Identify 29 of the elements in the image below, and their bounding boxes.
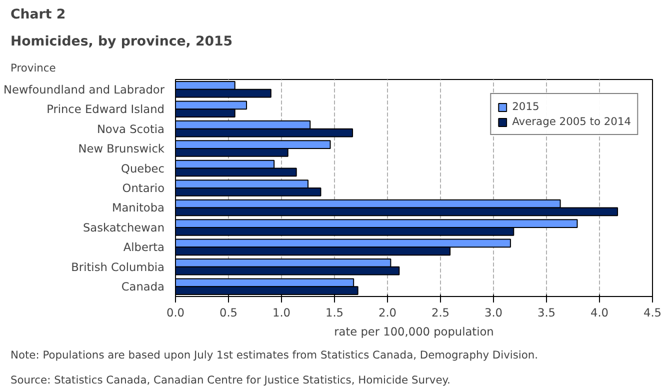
y-axis-title: Province (10, 62, 56, 74)
y-tick-label: Quebec (121, 161, 165, 176)
x-tick-label: 2.0 (378, 306, 397, 320)
x-tick-label: 0.0 (166, 306, 185, 320)
y-tick-label: British Columbia (71, 260, 165, 274)
y-tick-label: Newfoundland and Labrador (4, 82, 165, 96)
y-tick-label: Nova Scotia (96, 122, 165, 136)
x-tick-label: 1.5 (325, 306, 344, 320)
source-note: Source: Statistics Canada, Canadian Centre for Justice Statistics, Homicide Survey. (10, 374, 450, 386)
x-tick-label: 0.5 (219, 306, 238, 320)
text: Chart 2 (10, 8, 66, 22)
x-axis-title: rate per 100,000 population (334, 324, 494, 338)
y-tick-label: Manitoba (112, 200, 165, 215)
legend-label: 2015 (512, 100, 540, 113)
y-tick-label: New Brunswick (78, 142, 165, 156)
y-tick-label: Alberta (123, 240, 165, 254)
text: Note: Populations are based upon July 1st estimates from Statistics Canada, Demography Division. (10, 348, 538, 362)
legend-label: Average 2005 to 2014 (512, 115, 631, 128)
x-tick-label: 3.5 (537, 306, 556, 320)
x-tick-label: 4.0 (590, 306, 609, 320)
x-tick-label: 3.0 (484, 306, 503, 320)
x-tick-label: 1.0 (272, 306, 291, 320)
y-tick-label: Saskatchewan (82, 220, 165, 234)
y-tick-label: Ontario (122, 181, 165, 195)
chart-subtitle: Homicides, by province, 2015 (10, 34, 233, 50)
y-tick-label: Canada (121, 280, 165, 294)
y-tick-label: Prince Edward Island (46, 102, 165, 116)
x-tick-label: 2.5 (431, 306, 450, 320)
x-tick-label: 4.5 (643, 306, 662, 320)
